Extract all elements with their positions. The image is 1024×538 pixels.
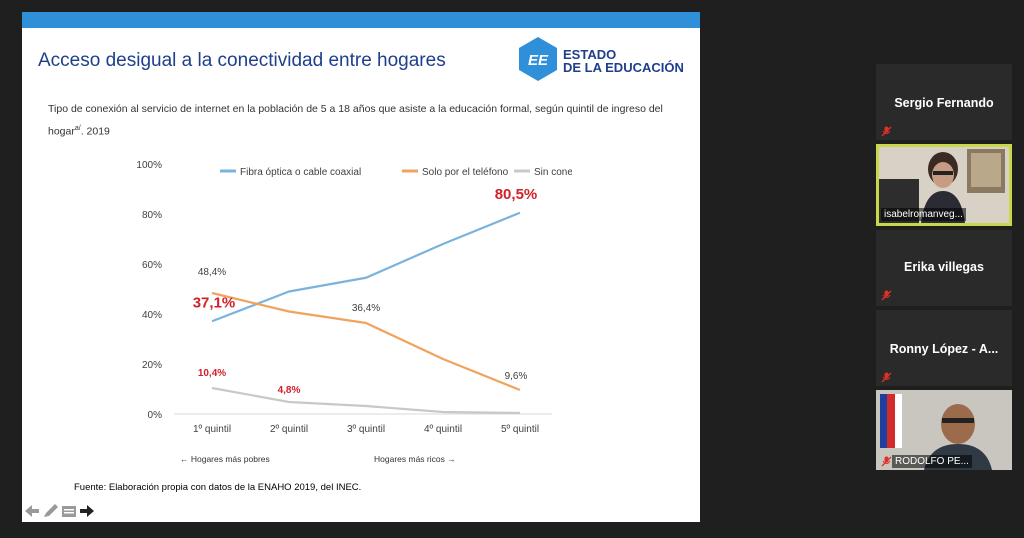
logo-text: ESTADO DE LA EDUCACIÓN — [563, 48, 684, 74]
y-tick-label: 60% — [142, 260, 162, 271]
y-tick-label: 0% — [148, 410, 163, 421]
subtitle-year: . 2019 — [80, 125, 110, 138]
participant-tile-active[interactable]: isabelromanveg... — [876, 144, 1012, 226]
data-label: 9,6% — [505, 371, 528, 382]
data-label: 48,4% — [198, 267, 226, 278]
x-tick-label: 5º quintil — [501, 424, 539, 435]
legend-label: Fibra óptica o cable coaxial — [240, 167, 361, 178]
data-label: 36,4% — [352, 303, 380, 314]
participant-name: Erika villegas — [904, 260, 984, 274]
estado-educacion-logo-icon: EE — [519, 37, 557, 81]
x-tick-label: 1º quintil — [193, 424, 231, 435]
connectivity-line-chart: 0% 20% 40% 60% 80% 100% 1º quintil 2º quintil 3º… — [136, 160, 572, 464]
slide-title: Acceso desigual a la conectividad entre … — [38, 50, 446, 71]
participant-name-label: RODOLFO PE... — [892, 455, 972, 468]
participant-name-label: isabelromanveg... — [881, 208, 966, 221]
participant-tile[interactable]: Ronny López - A... — [876, 310, 1012, 386]
data-label: 37,1% — [193, 294, 236, 311]
slide-top-bar — [22, 12, 700, 28]
x-tick-label: 2º quintil — [270, 424, 308, 435]
y-tick-label: 100% — [136, 160, 162, 171]
series-line — [211, 386, 521, 415]
muted-mic-icon — [881, 456, 892, 467]
pen-icon[interactable] — [44, 504, 58, 517]
subtitle-text: Tipo de conexión al servicio de internet… — [48, 103, 663, 138]
participant-tile[interactable]: RODOLFO PE... — [876, 390, 1012, 470]
y-tick-label: 40% — [142, 310, 162, 321]
x-tick-label: 3º quintil — [347, 424, 385, 435]
next-arrow-icon[interactable] — [80, 505, 94, 517]
logo-line-1: ESTADO — [563, 47, 617, 62]
y-tick-label: 20% — [142, 360, 162, 371]
slide-toolbar — [25, 504, 94, 517]
shared-slide: Acceso desigual a la conectividad entre … — [22, 12, 700, 522]
series-line — [211, 211, 521, 323]
y-tick-label: 80% — [142, 210, 162, 221]
subtitle-footnote: a/ — [74, 125, 81, 132]
data-label: 80,5% — [495, 186, 538, 203]
participant-tile[interactable]: Sergio Fernando — [876, 64, 1012, 140]
richer-households-note: Hogares más ricos → — [374, 454, 456, 464]
poorer-households-note: ← Hogares más pobres — [180, 454, 270, 464]
logo-line-2: DE LA EDUCACIÓN — [563, 60, 684, 75]
participant-name: Ronny López - A... — [889, 342, 999, 356]
menu-icon[interactable] — [62, 506, 76, 517]
legend-label: Solo por el teléfono — [422, 167, 509, 178]
x-tick-label: 4º quintil — [424, 424, 462, 435]
legend-label: Sin conexión — [534, 167, 572, 178]
series-line — [211, 291, 521, 392]
muted-mic-icon — [881, 372, 892, 383]
previous-arrow-icon[interactable] — [25, 505, 39, 517]
muted-mic-icon — [881, 126, 892, 137]
data-label: 10,4% — [198, 368, 226, 379]
source-note: Fuente: Elaboración propia con datos de … — [74, 482, 362, 493]
chart-subtitle: Tipo de conexión al servicio de internet… — [48, 100, 688, 142]
logo-mark: EE — [528, 52, 549, 69]
muted-mic-icon — [881, 290, 892, 301]
participant-tile[interactable]: Erika villegas — [876, 230, 1012, 306]
participant-name: Sergio Fernando — [894, 96, 994, 110]
data-label: 4,8% — [278, 385, 301, 396]
